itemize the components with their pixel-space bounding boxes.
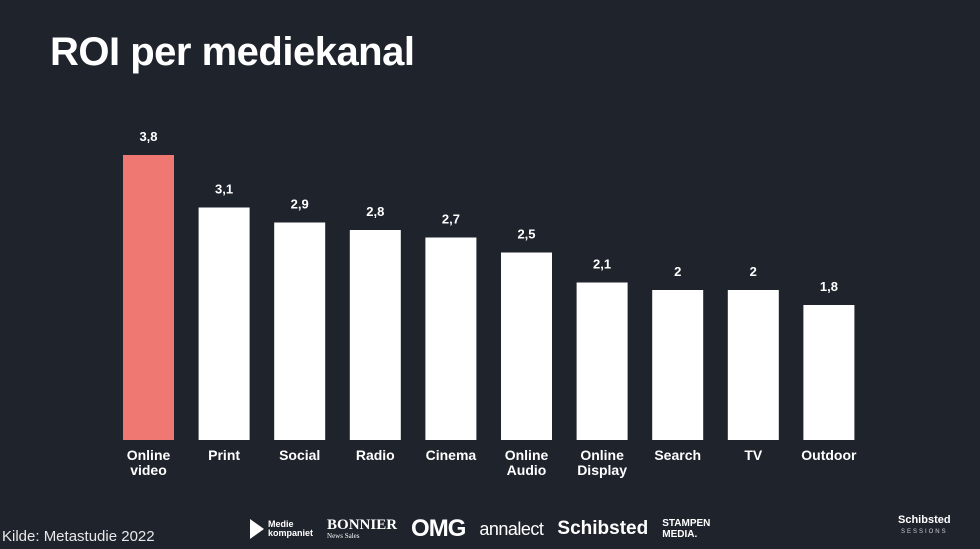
bar-online-video bbox=[123, 155, 174, 440]
mediekompaniet-mark-icon bbox=[250, 519, 264, 539]
schibsted-logo: Schibsted bbox=[557, 518, 649, 539]
category-label: Online video bbox=[127, 447, 171, 478]
value-label: 2,8 bbox=[366, 204, 384, 219]
value-label: 1,8 bbox=[820, 279, 838, 294]
bonnier-logo-subtext: News Sales bbox=[327, 532, 360, 540]
stampen-logo-line2: MEDIA. bbox=[662, 529, 698, 540]
value-label: 2,7 bbox=[442, 212, 460, 227]
bonnier-logo-text: BONNIER bbox=[327, 517, 398, 533]
annalect-logo: annalect bbox=[479, 518, 544, 539]
mediekompaniet-logo-line1: Medie bbox=[268, 519, 294, 529]
bar-cinema bbox=[425, 237, 477, 440]
bar-outdoor bbox=[803, 305, 855, 440]
schibsted-sessions-logo-subtext: SESSIONS bbox=[900, 529, 948, 535]
source-note: Kilde: Metastudie 2022 bbox=[2, 528, 155, 545]
category-label: Print bbox=[208, 447, 240, 463]
category-label: Cinema bbox=[426, 447, 477, 463]
bar-tv bbox=[727, 290, 779, 440]
omg-logo: OMG bbox=[411, 515, 466, 542]
bar-search bbox=[652, 290, 704, 440]
value-label: 2,1 bbox=[593, 257, 611, 272]
bonnier-logo: BONNIER News Sales bbox=[327, 517, 398, 541]
value-label: 3,1 bbox=[215, 182, 233, 197]
value-label: 2 bbox=[750, 264, 757, 279]
bar-chart: 3,8 Online video 3,1 Print 2,9 Social 2,8 Radio 2… bbox=[123, 129, 857, 478]
stampen-logo-line1: STAMPEN bbox=[662, 518, 711, 529]
chart-title: ROI per mediekanal bbox=[50, 30, 415, 74]
category-label: Social bbox=[279, 447, 320, 463]
bar-online-audio bbox=[501, 252, 552, 440]
category-label: TV bbox=[744, 447, 763, 463]
mediekompaniet-logo-line2: kompaniet bbox=[268, 528, 314, 538]
category-label: Online Display bbox=[577, 447, 627, 478]
value-label: 2,9 bbox=[291, 197, 309, 212]
category-label: Online Audio bbox=[505, 447, 549, 478]
schibsted-sessions-logo: Schibsted SESSIONS bbox=[898, 514, 951, 538]
bar-online-display bbox=[576, 282, 628, 440]
bar-print bbox=[198, 207, 250, 440]
bar-radio bbox=[349, 230, 401, 440]
value-label: 2,5 bbox=[517, 227, 535, 242]
category-label: Radio bbox=[356, 447, 395, 463]
value-label: 2 bbox=[674, 264, 681, 279]
stampen-media-logo: STAMPEN MEDIA. bbox=[662, 518, 710, 540]
value-label: 3,8 bbox=[139, 129, 157, 144]
schibsted-sessions-logo-text: Schibsted bbox=[898, 514, 951, 526]
partner-logos: Medie kompaniet BONNIER News Sales OMG a… bbox=[250, 512, 710, 546]
mediekompaniet-logo: Medie kompaniet bbox=[250, 519, 313, 539]
category-label: Search bbox=[654, 447, 701, 463]
category-label: Outdoor bbox=[801, 447, 857, 463]
bar-social bbox=[274, 222, 326, 440]
